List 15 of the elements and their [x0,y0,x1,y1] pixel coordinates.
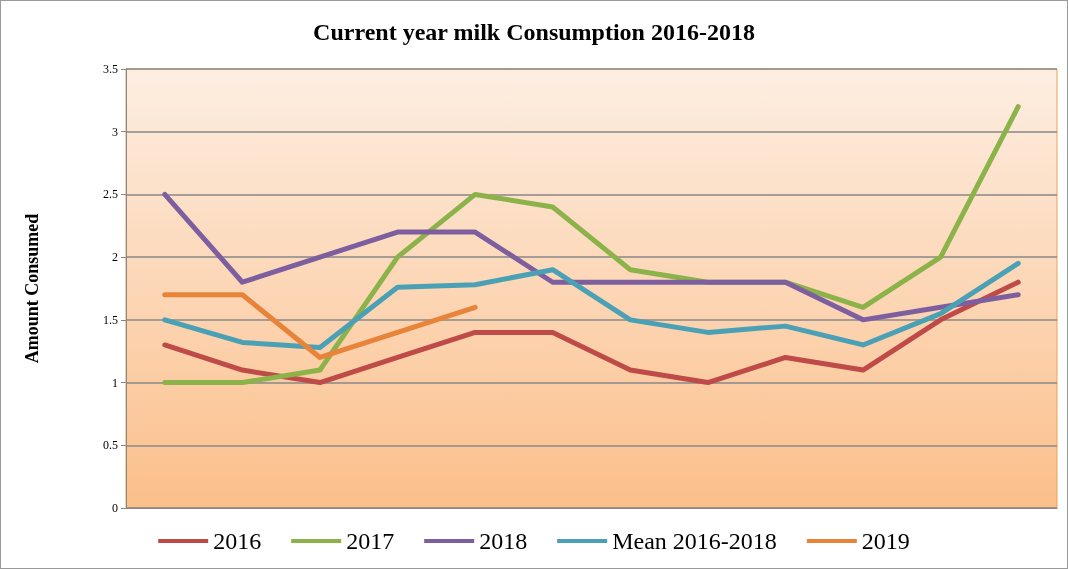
y-tick-label: 2 [112,250,118,265]
y-tick-label: 2.5 [103,187,118,202]
chart-title: Current year milk Consumption 2016-2018 [313,19,755,45]
y-axis-title: Amount Consumed [22,213,42,364]
y-tick-label: 3 [112,124,118,139]
y-tick-label: 0 [112,501,118,515]
y-tick-label: 0.5 [103,438,118,453]
legend-label: 2017 [346,528,395,554]
legend-label: Mean 2016-2018 [612,528,777,554]
y-tick-label: 1 [112,375,118,390]
legend-label: 2016 [213,528,262,554]
legend-label: 2018 [479,528,528,554]
y-tick-label: 1.5 [103,312,118,327]
y-tick-label: 3.5 [103,62,118,76]
legend-label: 2019 [861,528,910,554]
